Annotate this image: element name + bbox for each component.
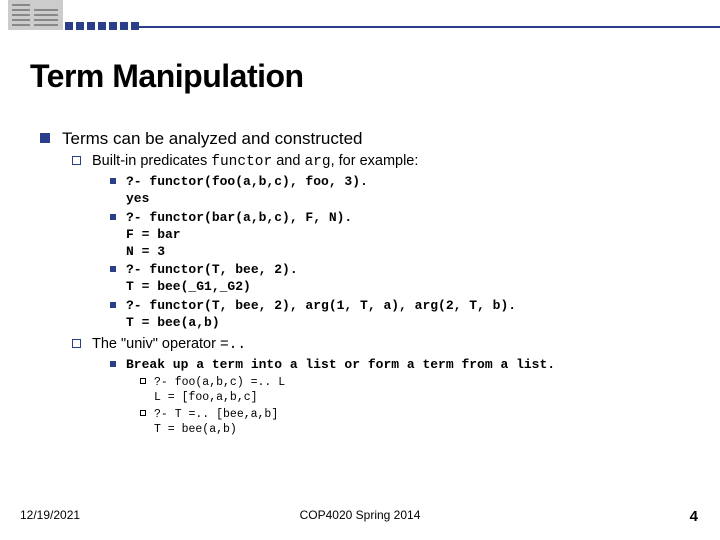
bullet-level2: Built-in predicates functor and arg, for… (72, 153, 690, 170)
slide-header (0, 0, 720, 30)
code-inline: arg (304, 154, 330, 170)
bullet-level1: Terms can be analyzed and constructed (40, 129, 690, 149)
header-logo-image (8, 0, 63, 30)
bullet-level2: The "univ" operator =.. (72, 336, 690, 353)
slide-content: Terms can be analyzed and constructed Bu… (40, 125, 690, 440)
code-inline: functor (211, 154, 272, 170)
text-part: The "univ" operator (92, 336, 220, 352)
code-inline: =.. (220, 337, 246, 353)
text-part: and (272, 153, 304, 169)
code-example: ?- functor(foo(a,b,c), foo, 3). yes (110, 174, 690, 208)
bullet-text: Terms can be analyzed and constructed (62, 129, 363, 148)
text-part: , for example: (331, 153, 419, 169)
code-example: ?- T =.. [bee,a,b] T = bee(a,b) (140, 408, 690, 438)
slide-footer: 12/19/2021 COP4020 Spring 2014 4 (0, 508, 720, 528)
header-decor-squares (65, 22, 139, 30)
footer-page-number: 4 (690, 508, 698, 525)
footer-course: COP4020 Spring 2014 (0, 508, 720, 522)
code-example: ?- functor(bar(a,b,c), F, N). F = bar N … (110, 210, 690, 261)
bullet-level3: Break up a term into a list or form a te… (110, 357, 690, 374)
code-example: ?- foo(a,b,c) =.. L L = [foo,a,b,c] (140, 376, 690, 406)
header-rule (135, 26, 720, 28)
slide-title: Term Manipulation (30, 58, 304, 95)
bullet-text: Break up a term into a list or form a te… (126, 357, 555, 372)
code-example: ?- functor(T, bee, 2), arg(1, T, a), arg… (110, 298, 690, 332)
text-part: Built-in predicates (92, 153, 211, 169)
code-example: ?- functor(T, bee, 2). T = bee(_G1,_G2) (110, 262, 690, 296)
